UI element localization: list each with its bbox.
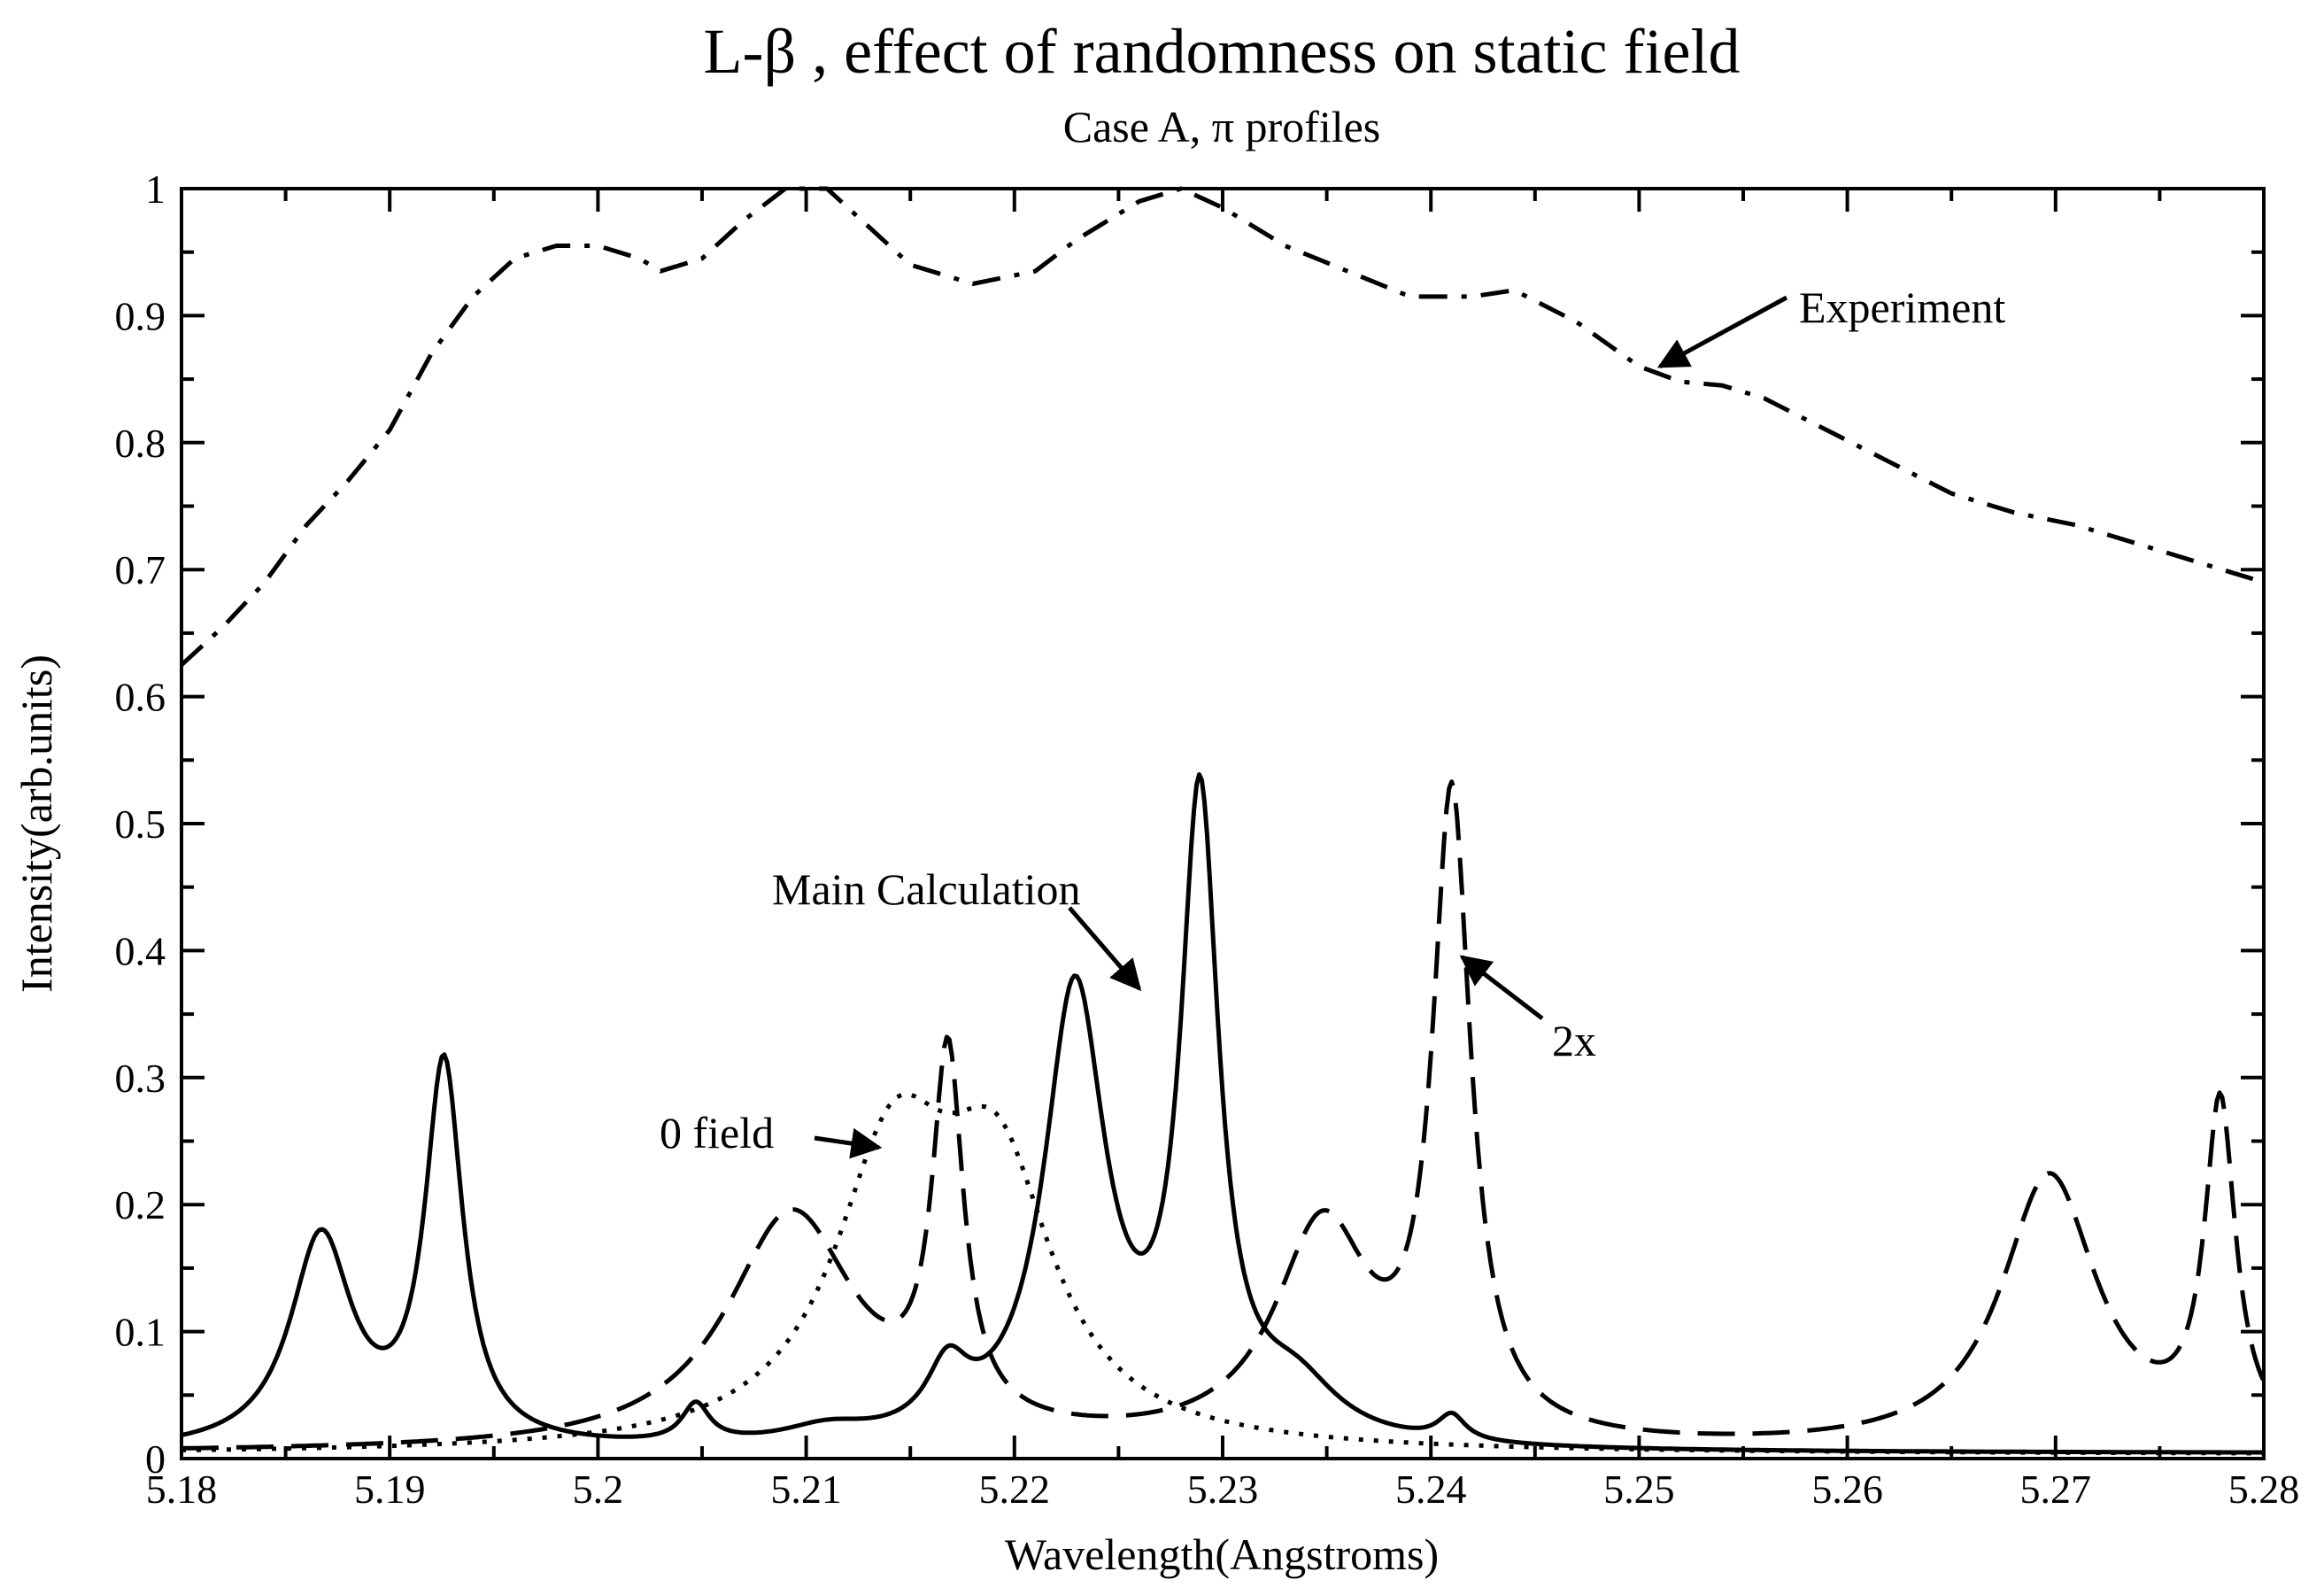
series-layer bbox=[180, 186, 2266, 1456]
y-tick-label: 0.2 bbox=[115, 1182, 166, 1227]
x-tick-label: 5.21 bbox=[770, 1467, 842, 1512]
annotations-layer: Experiment Main Calculation 2x 0 field bbox=[660, 283, 2005, 1159]
annotation-arrow-main-calculation bbox=[1068, 906, 1142, 992]
x-tick-label: 5.2 bbox=[573, 1467, 624, 1512]
series-line-0-field bbox=[181, 1092, 2264, 1456]
annotation-label-main-calculation: Main Calculation bbox=[772, 864, 1081, 914]
x-tick-label: 5.19 bbox=[354, 1467, 426, 1512]
series-line-2x bbox=[181, 779, 2266, 1451]
plot-frame bbox=[180, 187, 2266, 1460]
y-tick-label: 0.7 bbox=[115, 547, 166, 592]
chart-subtitle: Case A, π profiles bbox=[1063, 102, 1381, 151]
ticks-layer: 5.18 5.19 5.2 5.21 5.22 5.23 5.24 5.25 5.26 5.27 5… bbox=[115, 166, 2300, 1512]
annotation-label-0-field: 0 field bbox=[660, 1108, 774, 1157]
y-tick-label: 0.4 bbox=[115, 928, 166, 973]
x-tick-label: 5.24 bbox=[1395, 1467, 1467, 1512]
y-tick-label: 1 bbox=[145, 166, 166, 212]
y-tick-label: 0.9 bbox=[115, 293, 166, 338]
y-tick-label: 0.8 bbox=[115, 421, 166, 466]
annotation-arrow-0-field bbox=[814, 1127, 883, 1159]
y-tick-label: 0.6 bbox=[115, 675, 166, 720]
x-tick-label: 5.27 bbox=[2020, 1467, 2092, 1512]
x-tick-label: 5.26 bbox=[1811, 1467, 1883, 1512]
x-tick-label: 5.23 bbox=[1187, 1467, 1259, 1512]
y-tick-label: 0.1 bbox=[115, 1310, 166, 1355]
y-tick-label: 0.5 bbox=[115, 801, 166, 847]
x-tick-label: 5.25 bbox=[1603, 1467, 1675, 1512]
x-tick-label: 5.18 bbox=[146, 1467, 218, 1512]
x-tick-label: 5.22 bbox=[979, 1467, 1051, 1512]
annotation-label-experiment: Experiment bbox=[1799, 283, 2005, 332]
y-axis-label: Intensity(arb.units) bbox=[12, 654, 61, 993]
x-axis-label: Wavelength(Angstroms) bbox=[1005, 1529, 1439, 1579]
y-tick-label: 0 bbox=[145, 1436, 166, 1482]
annotation-arrow-2x bbox=[1459, 955, 1544, 1020]
annotation-label-2x: 2x bbox=[1552, 1016, 1596, 1065]
y-tick-label: 0.3 bbox=[115, 1056, 166, 1101]
chart-title: L-β , effect of randomness on static fie… bbox=[704, 16, 1741, 87]
series-line-experiment bbox=[180, 186, 2265, 667]
x-tick-label: 5.28 bbox=[2228, 1467, 2300, 1512]
annotation-arrow-experiment bbox=[1656, 295, 1788, 368]
series-line-main-calculation bbox=[181, 772, 2264, 1455]
